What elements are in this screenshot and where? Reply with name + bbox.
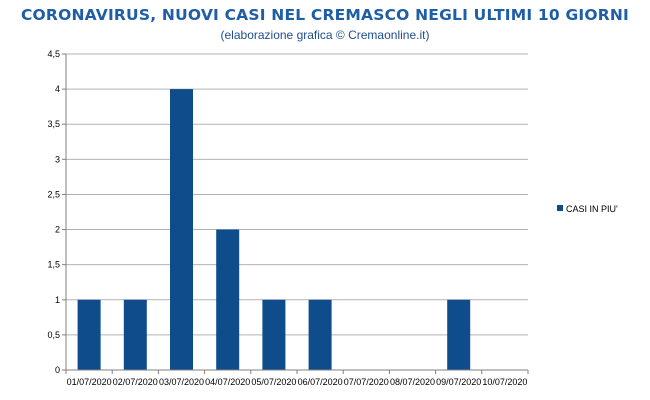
axes [62,53,529,374]
y-tick-label: 4,5 [47,49,60,59]
y-tick-label: 2,5 [47,189,60,199]
bar [77,299,101,370]
legend-swatch [557,205,563,211]
bar [262,299,286,370]
x-tick-label: 09/07/2020 [436,377,481,387]
bars [77,89,471,370]
y-tick-label: 3,5 [47,119,60,129]
x-tick-label: 06/07/2020 [298,377,343,387]
legend-label: CASI IN PIU' [566,204,618,214]
x-tick-label: 08/07/2020 [390,377,435,387]
y-tick-label: 0,5 [47,330,60,340]
y-tick-labels: 0 0,5 1 1,5 2 2,5 3 3,5 4 4,5 [47,49,60,375]
x-tick-label: 05/07/2020 [251,377,296,387]
bar [170,89,193,370]
bar [308,299,332,370]
x-tick-labels: 01/07/2020 02/07/2020 03/07/2020 04/07/2020… [67,377,528,387]
x-tick-label: 04/07/2020 [205,377,250,387]
y-tick-label: 3 [55,154,60,164]
y-tick-label: 4 [55,84,60,94]
y-tick-label: 2 [55,225,60,235]
chart-title: CORONAVIRUS, NUOVI CASI NEL CREMASCO NEG… [20,6,629,24]
grid-lines [66,53,528,336]
x-tick-label: 10/07/2020 [482,377,527,387]
x-tick-label: 07/07/2020 [344,377,389,387]
y-tick-label: 1,5 [47,260,60,270]
x-tick-label: 03/07/2020 [159,377,204,387]
legend: CASI IN PIU' [557,204,618,214]
bar [447,299,471,370]
y-tick-label: 0 [55,365,60,375]
y-tick-label: 1 [55,295,60,305]
x-tick-label: 02/07/2020 [113,377,158,387]
chart-subtitle: (elaborazione grafica © Cremaonline.it) [220,28,430,42]
bar [216,229,240,370]
x-tick-label: 01/07/2020 [67,377,112,387]
bar [123,299,147,370]
